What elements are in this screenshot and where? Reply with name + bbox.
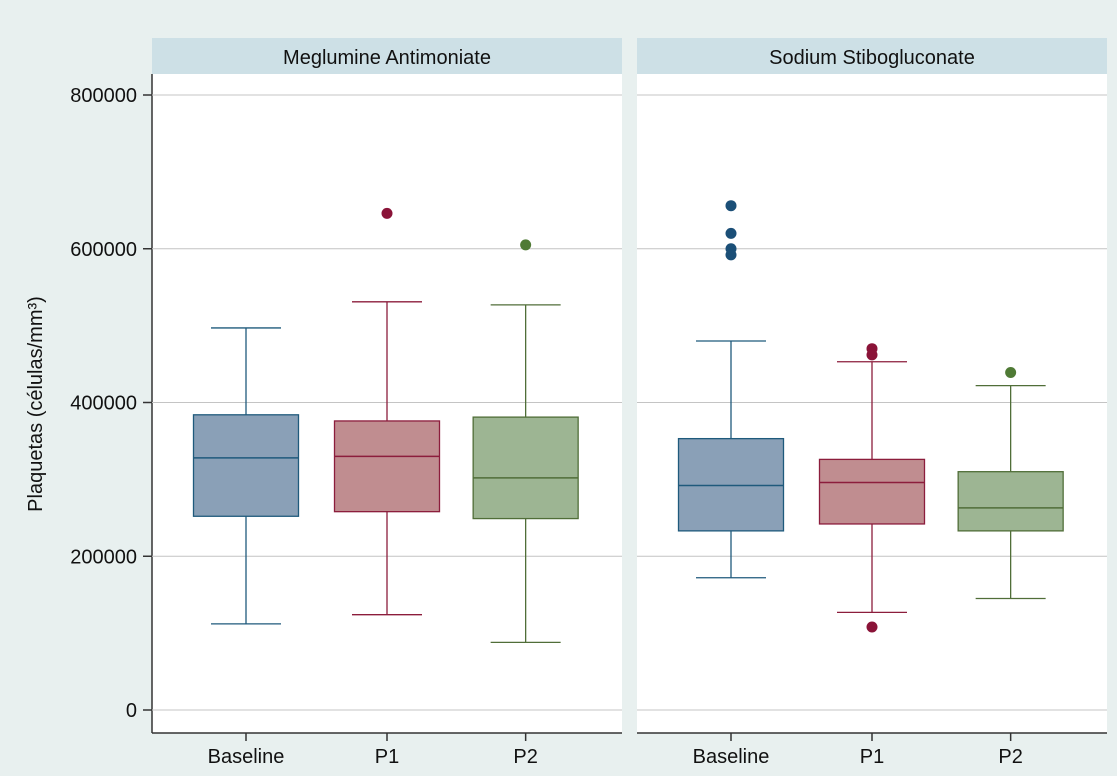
- iqr-box: [472, 416, 579, 520]
- y-axis-label: Plaquetas (células/mm³): [25, 296, 47, 512]
- outlier-point: [520, 239, 532, 251]
- panel-title: Sodium Stibogluconate: [769, 47, 975, 69]
- x-tick-label: Baseline: [693, 746, 770, 768]
- box-baseline: [192, 327, 300, 625]
- panel-meglumine-antimoniate: Meglumine Antimoniate Baseline P1 P2: [151, 38, 622, 768]
- iqr-box: [192, 414, 300, 517]
- x-tick-label: P2: [998, 746, 1022, 768]
- box-p2: [472, 239, 579, 643]
- y-tick-label: 200000: [70, 546, 137, 568]
- box-p1: [818, 343, 926, 633]
- outlier-point: [866, 343, 878, 355]
- outlier-point: [725, 243, 737, 255]
- panel-sodium-stibogluconate: Sodium Stibogluconate Baseline P1 P2: [637, 38, 1107, 768]
- x-tick-label: P1: [375, 746, 399, 768]
- panel-title: Meglumine Antimoniate: [283, 47, 491, 69]
- panel-header: [637, 38, 1107, 74]
- iqr-box: [818, 458, 926, 525]
- x-tick-label: P1: [860, 746, 884, 768]
- outlier-point: [725, 200, 737, 212]
- iqr-box: [333, 420, 441, 513]
- box-baseline: [677, 200, 785, 579]
- y-tick-label: 400000: [70, 393, 137, 415]
- iqr-box: [957, 471, 1064, 532]
- iqr-box: [677, 437, 785, 532]
- x-tick-label: Baseline: [208, 746, 285, 768]
- y-tick-label: 800000: [70, 85, 137, 107]
- y-tick-label: 0: [126, 700, 137, 722]
- box-p2: [957, 367, 1064, 600]
- outlier-point: [1005, 367, 1017, 379]
- panel-header: [152, 38, 622, 74]
- x-tick-label: P2: [513, 746, 537, 768]
- y-tick-label: 600000: [70, 239, 137, 261]
- outlier-point: [725, 227, 737, 239]
- outlier-point: [381, 207, 393, 219]
- box-p1: [333, 207, 441, 616]
- outlier-point: [866, 621, 878, 633]
